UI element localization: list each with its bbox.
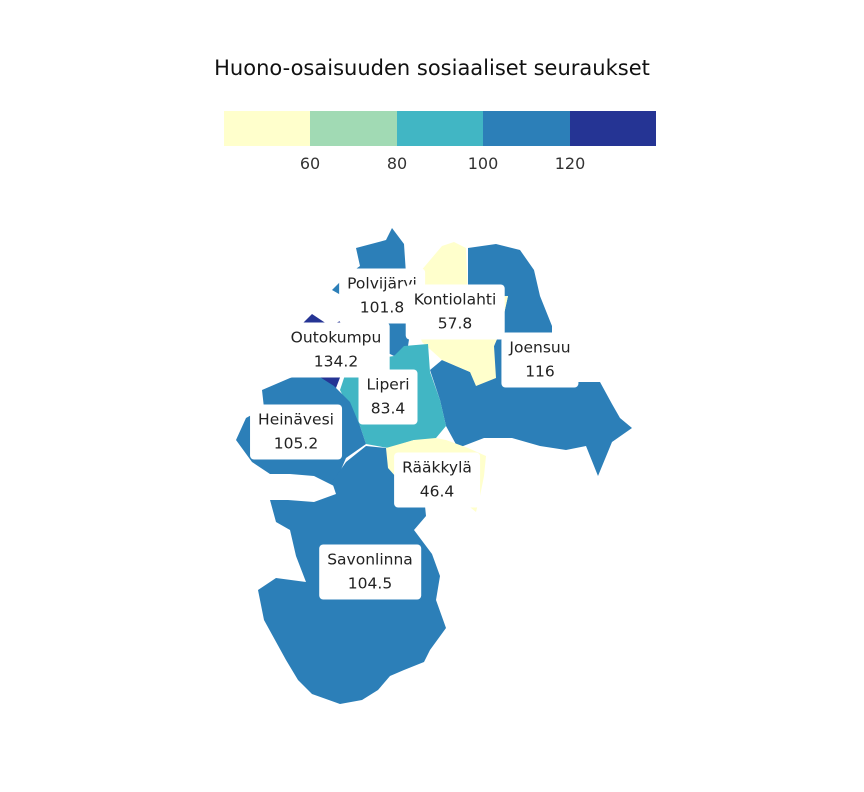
- region-value: 57.8: [437, 314, 473, 333]
- region-label-liperi: Liperi 83.4: [358, 369, 418, 425]
- region-value: 46.4: [419, 482, 455, 501]
- map-title: Huono-osaisuuden sosiaaliset seuraukset: [214, 56, 650, 80]
- region-label-heinavesi: Heinävesi 105.2: [250, 404, 342, 460]
- region-name: Rääkkylä: [402, 458, 472, 477]
- legend-tick: 120: [554, 154, 586, 173]
- legend-bin-4: [483, 111, 570, 146]
- region-value: 116: [525, 362, 555, 381]
- region-label-raakkyla: Rääkkylä 46.4: [394, 452, 480, 508]
- region-label-joensuu: Joensuu 116: [501, 332, 579, 388]
- region-name: Liperi: [366, 375, 410, 394]
- legend-tick: 100: [467, 154, 499, 173]
- legend-bin-1: [224, 111, 311, 146]
- region-name: Polvijärvi: [347, 274, 417, 293]
- legend-bin-2: [310, 111, 397, 146]
- color-legend: [224, 111, 657, 146]
- region-name: Savonlinna: [327, 550, 413, 569]
- region-name: Kontiolahti: [413, 290, 497, 309]
- region-value: 83.4: [370, 399, 406, 418]
- region-name: Outokumpu: [290, 328, 382, 347]
- region-value: 101.8: [359, 298, 405, 317]
- legend-bin-5: [569, 111, 657, 146]
- region-name: Heinävesi: [258, 410, 334, 429]
- region-label-savonlinna: Savonlinna 104.5: [319, 544, 421, 600]
- region-label-outokumpu: Outokumpu 134.2: [282, 322, 390, 378]
- legend-tick: 60: [299, 154, 321, 173]
- region-value: 104.5: [347, 574, 393, 593]
- region-label-kontiolahti: Kontiolahti 57.8: [405, 284, 505, 340]
- region-value: 105.2: [273, 434, 319, 453]
- legend-tick: 80: [386, 154, 408, 173]
- region-name: Joensuu: [509, 338, 571, 357]
- legend-bin-3: [396, 111, 484, 146]
- legend-ticks: 60 80 100 120: [0, 154, 864, 176]
- region-value: 134.2: [313, 352, 359, 371]
